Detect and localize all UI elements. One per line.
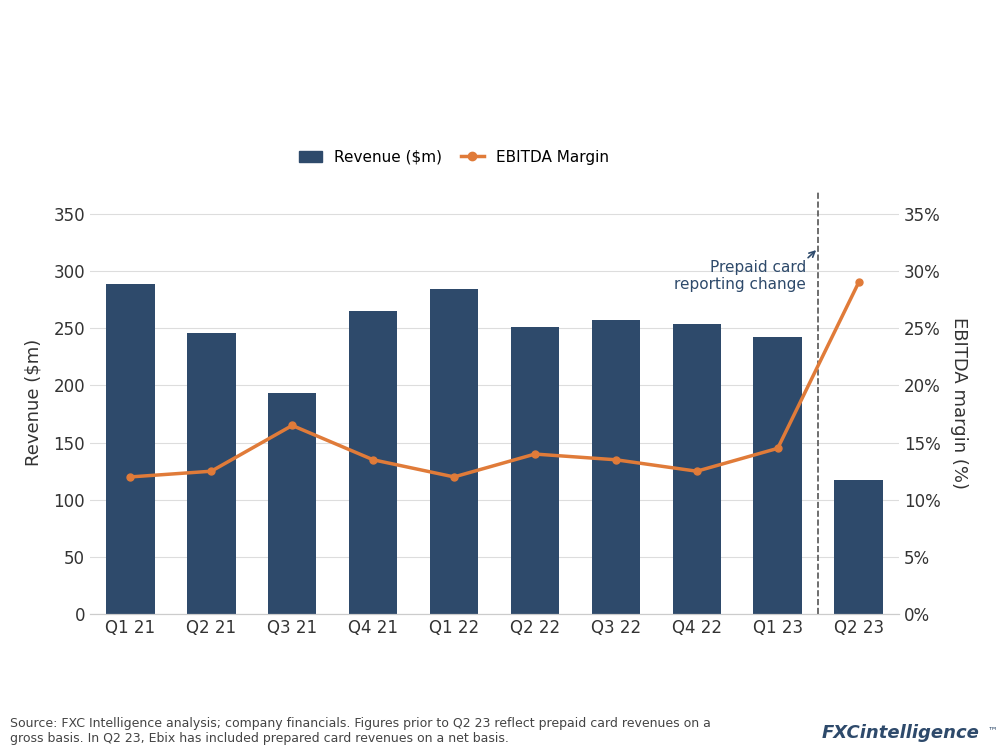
- Bar: [268, 393, 317, 614]
- Text: Source: FXC Intelligence analysis; company financials. Figures prior to Q2 23 re: Source: FXC Intelligence analysis; compa…: [10, 718, 711, 745]
- Bar: [187, 333, 236, 614]
- Bar: [672, 324, 721, 614]
- Legend: Revenue ($m), EBITDA Margin: Revenue ($m), EBITDA Margin: [293, 144, 615, 171]
- Y-axis label: EBITDA margin (%): EBITDA margin (%): [950, 317, 968, 488]
- Bar: [834, 480, 883, 614]
- Bar: [510, 327, 559, 614]
- Bar: [753, 337, 802, 614]
- Text: Ebix changes reporting, leading to lower revenue total: Ebix changes reporting, leading to lower…: [20, 32, 962, 61]
- Bar: [430, 289, 479, 614]
- Text: FXCintelligence: FXCintelligence: [821, 724, 979, 742]
- Text: ™: ™: [988, 726, 998, 736]
- Bar: [349, 311, 398, 614]
- Bar: [591, 321, 640, 614]
- Bar: [106, 284, 155, 614]
- Text: Prepaid card
reporting change: Prepaid card reporting change: [674, 260, 806, 292]
- Text: Ebix quarterly revenues and EBITDA margin, 2021-2023: Ebix quarterly revenues and EBITDA margi…: [20, 79, 645, 99]
- Y-axis label: Revenue ($m): Revenue ($m): [24, 339, 42, 466]
